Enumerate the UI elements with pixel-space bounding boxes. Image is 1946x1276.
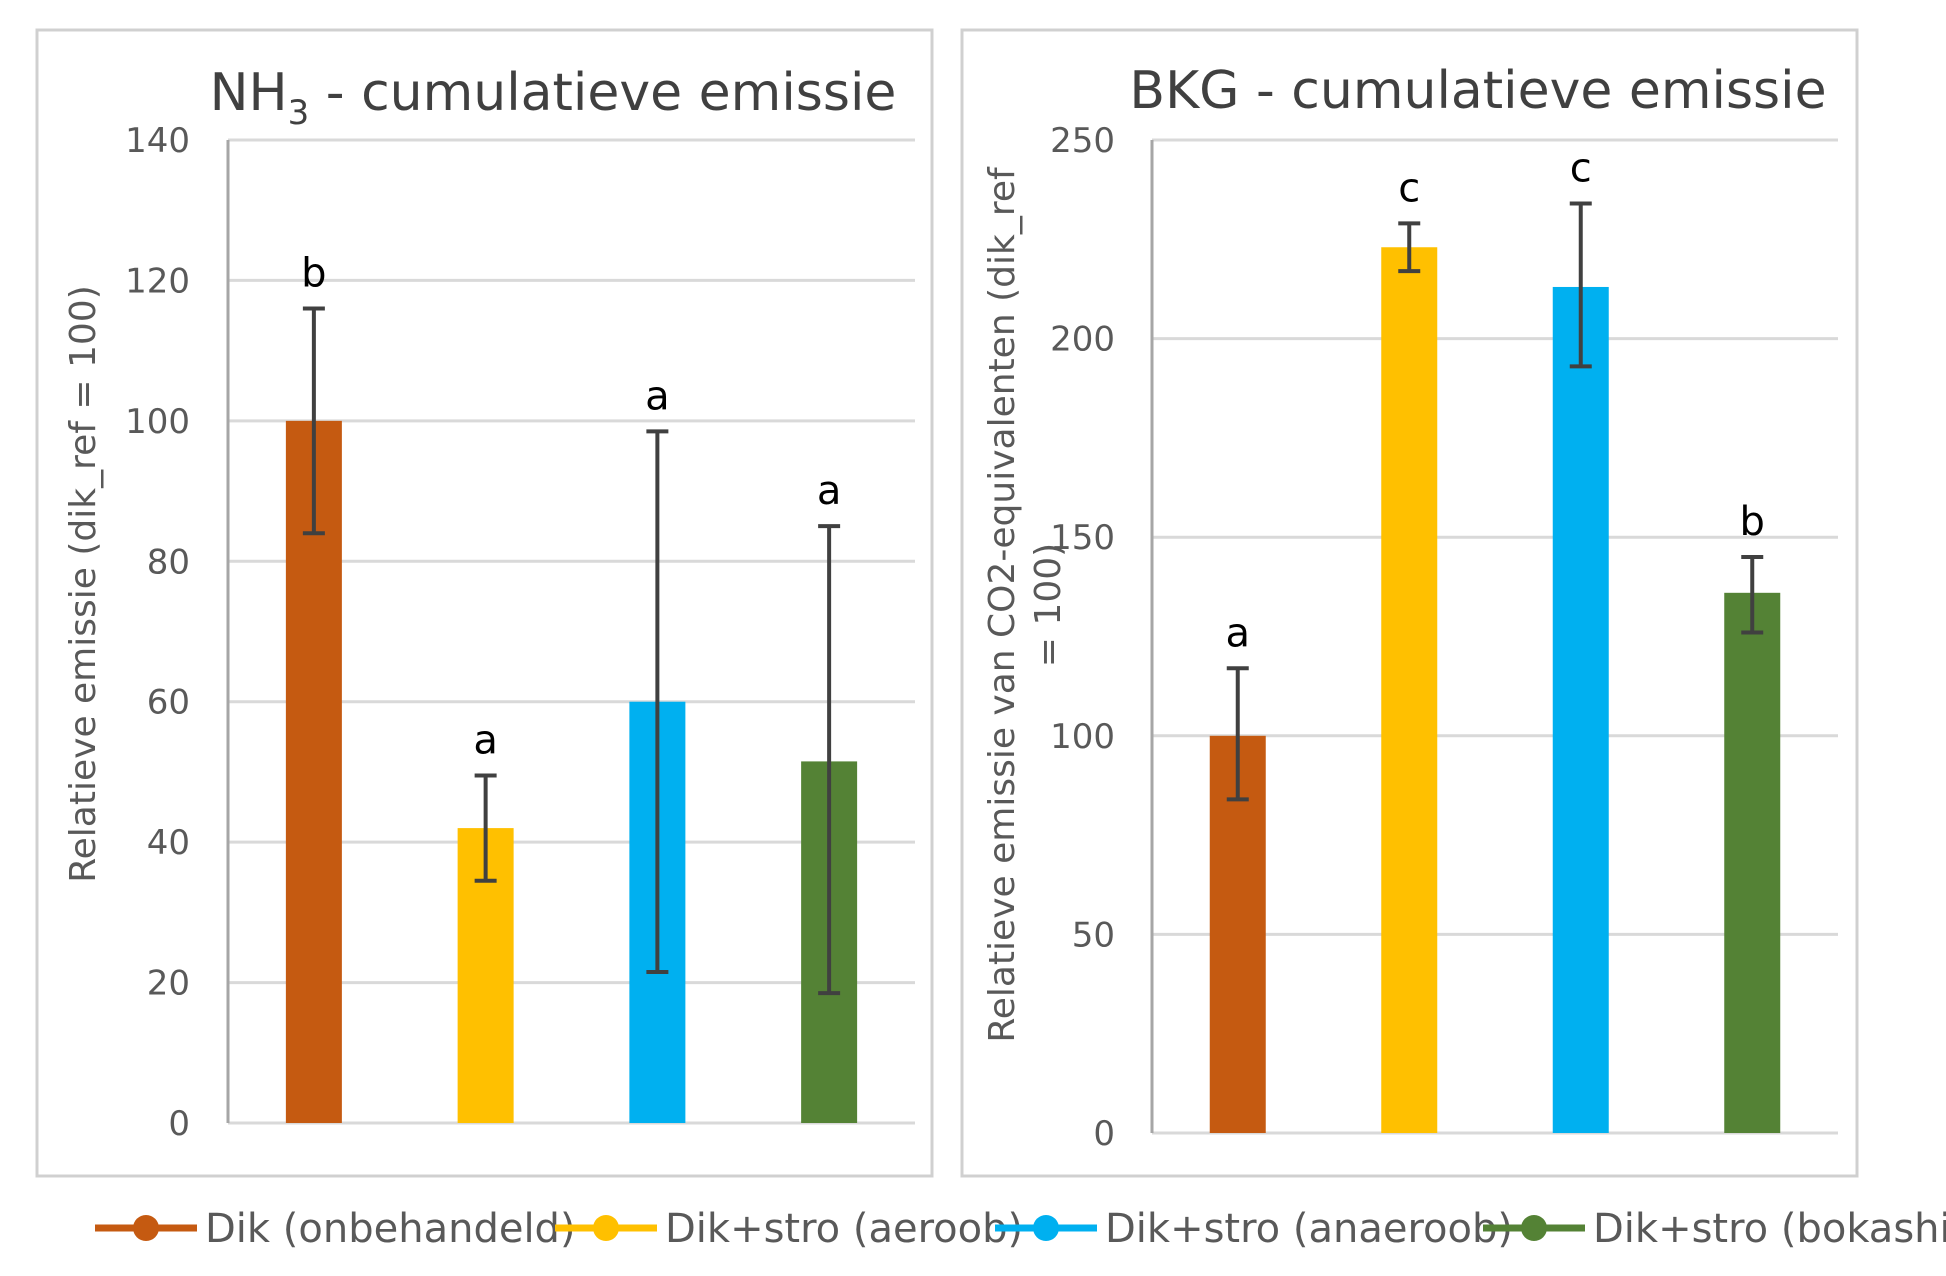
nh3-chart-panel: 0 20 40 60 80 100 120 140 NH3 - cumulatieve emis… xyxy=(35,28,934,1178)
error-bar xyxy=(646,429,669,975)
y-tick-label: 100 xyxy=(125,402,190,442)
legend-dot-marker xyxy=(1033,1215,1059,1241)
y-tick-label: 80 xyxy=(147,542,190,582)
error-bar xyxy=(818,524,841,996)
y-tick-label: 0 xyxy=(1093,1114,1115,1154)
significance-letter: b xyxy=(301,251,326,297)
significance-letter: a xyxy=(1225,610,1250,656)
error-bar xyxy=(474,773,497,883)
bar xyxy=(285,420,342,1123)
y-tick-label: 140 xyxy=(125,121,190,161)
error-bar xyxy=(302,306,325,536)
y-tick-label: 100 xyxy=(1050,717,1115,757)
y-tick-label: 40 xyxy=(147,823,190,863)
chart-title: NH3 - cumulatieve emissie xyxy=(210,63,897,133)
bar xyxy=(1381,247,1438,1133)
significance-letter: b xyxy=(1740,499,1765,545)
legend-label: Dik+stro (anaeroob) xyxy=(1105,1206,1513,1252)
y-tick-label: 20 xyxy=(147,964,190,1004)
error-bar xyxy=(1226,666,1249,802)
significance-letter: c xyxy=(1570,146,1592,192)
y-tick-label: 60 xyxy=(147,683,190,723)
bar xyxy=(1552,286,1609,1133)
y-tick-label: 0 xyxy=(168,1104,190,1144)
legend-entry: Dik+stro (bokashi) xyxy=(1483,1206,1946,1252)
y-tick-label: 250 xyxy=(1050,121,1115,161)
y-tick-label: 120 xyxy=(125,261,190,301)
y-tick-label: 200 xyxy=(1050,320,1115,360)
legend-label: Dik (onbehandeld) xyxy=(205,1206,576,1252)
legend-label: Dik+stro (aeroob) xyxy=(665,1206,1023,1252)
chart-legend: Dik (onbehandeld) Dik+stro (aeroob) Dik+st… xyxy=(95,1206,1946,1252)
bar xyxy=(1724,592,1781,1133)
bar xyxy=(1209,735,1266,1133)
significance-letter: a xyxy=(645,373,670,419)
y-axis-label: Relatieve emissie van CO2-equivalenten (… xyxy=(982,166,1069,1043)
legend-entry: Dik+stro (aeroob) xyxy=(555,1206,1023,1252)
legend-dot-marker xyxy=(593,1215,619,1241)
chart-title: BKG - cumulatieve emissie xyxy=(1129,61,1826,121)
bkg-chart-panel: 0 50 100 150 200 250 BKG - cumulatieve emissie… xyxy=(960,28,1859,1178)
legend-entry: Dik (onbehandeld) xyxy=(95,1206,576,1252)
y-tick-label: 50 xyxy=(1072,915,1115,955)
error-bar xyxy=(1569,201,1592,369)
legend-dot-marker xyxy=(1521,1215,1547,1241)
y-tick-label: 150 xyxy=(1050,518,1115,558)
legend-dot-marker xyxy=(133,1215,159,1241)
error-bar xyxy=(1398,221,1421,274)
legend-entry: Dik+stro (anaeroob) xyxy=(995,1206,1513,1252)
legend-label: Dik+stro (bokashi) xyxy=(1593,1206,1946,1252)
significance-letter: a xyxy=(473,717,498,763)
significance-letter: a xyxy=(817,468,842,514)
significance-letter: c xyxy=(1398,165,1420,211)
error-bar xyxy=(1741,555,1764,635)
y-axis-label: Relatieve emissie (dik_ref = 100) xyxy=(63,285,104,882)
